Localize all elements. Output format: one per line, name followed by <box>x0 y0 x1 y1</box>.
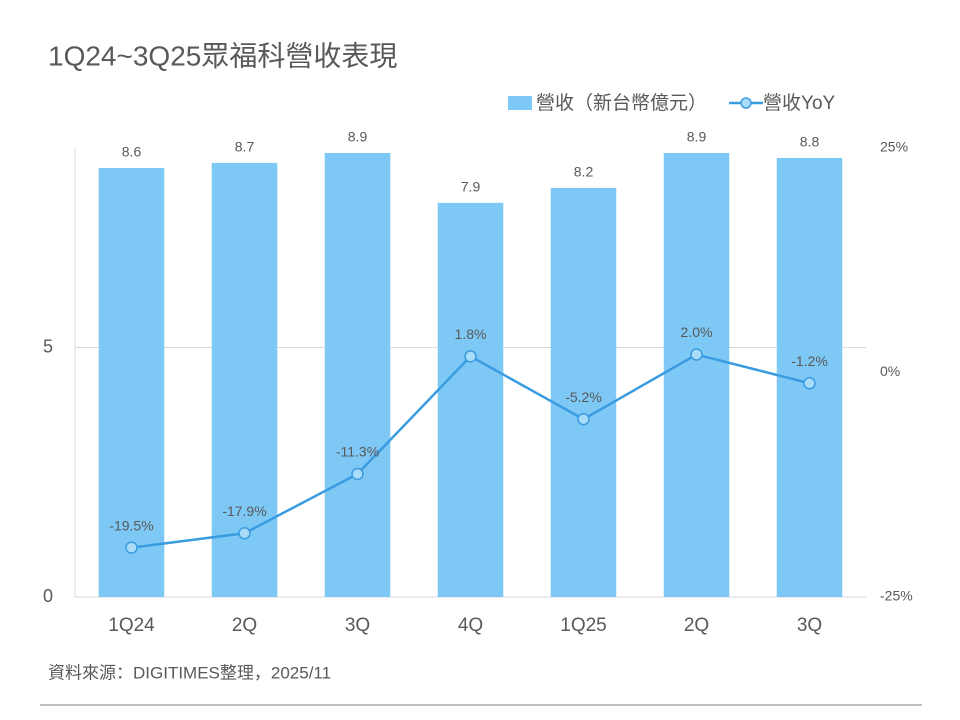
bar-value-label: 8.7 <box>235 139 255 155</box>
chart-title: 1Q24~3Q25眾福科營收表現 <box>48 40 397 71</box>
yoy-value-label: -19.5% <box>109 517 153 533</box>
y2-tick-label: -25% <box>880 588 913 604</box>
yoy-marker <box>464 350 477 363</box>
yoy-marker <box>803 377 816 390</box>
bar <box>211 162 278 597</box>
yoy-value-label: -1.2% <box>791 353 828 369</box>
y-tick-label: 0 <box>43 586 53 606</box>
bar-value-label: 8.8 <box>800 134 820 150</box>
bar-value-label: 7.9 <box>461 179 481 195</box>
bar-value-label: 8.9 <box>348 129 368 145</box>
yoy-value-label: -5.2% <box>565 389 602 405</box>
yoy-marker <box>351 467 364 481</box>
x-tick-label: 1Q25 <box>560 615 606 636</box>
x-tick-label: 2Q <box>232 615 257 636</box>
yoy-marker <box>577 412 590 426</box>
x-tick-label: 2Q <box>684 615 709 636</box>
x-tick-label: 3Q <box>797 615 822 636</box>
legend-label: 營收（新台幣億元） <box>536 92 707 114</box>
x-tick-label: 3Q <box>345 615 370 636</box>
yoy-value-label: -17.9% <box>222 503 266 519</box>
x-tick-label: 4Q <box>458 615 483 636</box>
bar <box>663 152 730 597</box>
yoy-value-label: 1.8% <box>455 326 487 342</box>
legend-swatch <box>740 97 752 109</box>
yoy-marker <box>690 348 703 361</box>
yoy-marker <box>238 526 251 540</box>
bar-value-label: 8.2 <box>574 164 594 180</box>
yoy-value-label: -11.3% <box>336 444 379 460</box>
bar-value-label: 8.9 <box>687 129 707 145</box>
legend-swatch <box>508 96 532 110</box>
bar <box>98 167 165 597</box>
bar <box>324 152 391 597</box>
bar-value-label: 8.6 <box>122 144 142 160</box>
x-tick-label: 1Q24 <box>108 615 155 636</box>
legend-label: 營收YoY <box>763 92 835 114</box>
yoy-marker <box>125 541 138 554</box>
yoy-value-label: 2.0% <box>681 324 713 340</box>
source-note: 資料來源：DIGITIMES整理，2025/11 <box>48 663 331 682</box>
y2-tick-label: 25% <box>880 139 908 155</box>
bar <box>437 202 504 597</box>
bar <box>550 187 617 597</box>
y-tick-label: 5 <box>43 336 53 356</box>
y2-tick-label: 0% <box>880 363 900 379</box>
